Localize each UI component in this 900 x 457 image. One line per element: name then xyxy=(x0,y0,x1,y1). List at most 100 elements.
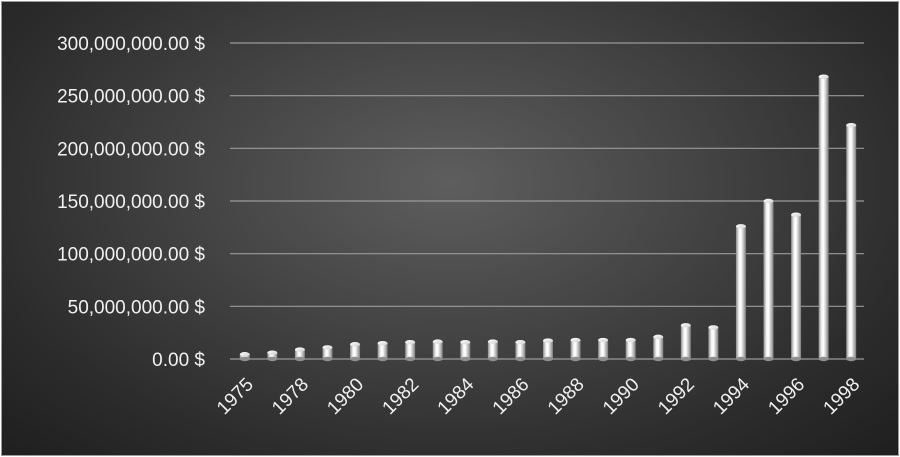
bar-cap xyxy=(846,122,857,128)
bar-cap xyxy=(708,325,719,330)
bar-body xyxy=(267,352,278,359)
x-tick-label: 1978 xyxy=(268,374,313,419)
y-tick-label: 50,000,000.00 $ xyxy=(68,297,206,318)
bar-base xyxy=(239,356,250,362)
bar-1996 xyxy=(791,212,802,362)
bar-body xyxy=(350,344,361,359)
bar-body xyxy=(405,342,416,359)
x-tick-label: 1998 xyxy=(820,374,865,419)
bar-1979 xyxy=(322,345,333,362)
x-tick-label: 1992 xyxy=(654,374,699,419)
bar-1986 xyxy=(515,339,526,362)
bar-cap xyxy=(405,339,416,345)
bar-cap xyxy=(487,339,498,344)
bar-1989 xyxy=(598,337,609,362)
bar-body xyxy=(570,340,581,359)
x-tick-label: 1986 xyxy=(489,374,534,419)
x-tick-label: 1996 xyxy=(764,374,809,419)
gridlines xyxy=(230,42,864,360)
bar-1992 xyxy=(680,323,691,362)
bar-base xyxy=(598,356,609,362)
bar-cap xyxy=(735,224,746,229)
bar-base xyxy=(653,356,664,362)
bar-body xyxy=(735,226,746,359)
bar-base xyxy=(377,356,388,362)
bar-cap xyxy=(267,350,278,355)
bar-cap xyxy=(653,334,664,340)
bar-1987 xyxy=(543,338,553,362)
bar-body xyxy=(763,201,774,359)
bar-base xyxy=(432,356,443,362)
bar-body xyxy=(487,341,498,359)
bar-1982 xyxy=(405,339,416,362)
bar-body xyxy=(543,340,553,359)
bar-base xyxy=(570,356,581,362)
bar-1983 xyxy=(432,339,443,362)
bar-cap xyxy=(460,339,471,345)
bar-1985 xyxy=(487,339,498,362)
bar-base xyxy=(515,356,526,362)
bar-1980 xyxy=(350,342,361,362)
x-tick-label: 1982 xyxy=(379,374,424,419)
bar-cap xyxy=(763,198,774,204)
bar-body xyxy=(432,341,443,359)
bar-base xyxy=(846,356,857,362)
bar-base xyxy=(625,356,636,362)
bar-1977 xyxy=(267,350,278,362)
bar-base xyxy=(487,356,498,362)
bar-cap xyxy=(239,352,250,357)
bar-base xyxy=(791,356,802,362)
bar-body xyxy=(791,214,802,359)
bar-body xyxy=(294,349,305,359)
bar-base xyxy=(322,356,333,362)
bar-body xyxy=(460,342,471,359)
bar-cap xyxy=(294,347,305,352)
bar-base xyxy=(294,356,305,362)
bar-base xyxy=(735,356,746,362)
bar-cap xyxy=(570,337,581,343)
bar-body xyxy=(708,327,719,359)
bar-1975 xyxy=(239,352,250,362)
bar-1990 xyxy=(625,337,636,362)
bar-1993 xyxy=(708,325,719,362)
bar-cap xyxy=(377,341,388,346)
bar-1978 xyxy=(294,347,305,362)
bar-body xyxy=(239,354,250,359)
bar-base xyxy=(543,356,553,362)
x-tick-label: 1990 xyxy=(599,374,644,419)
bar-body xyxy=(322,347,333,359)
x-tick-label: 1988 xyxy=(544,374,589,419)
bar-base xyxy=(267,356,278,362)
x-tick-label: 1984 xyxy=(434,374,479,419)
y-axis-tick-labels: 0.00 $ 50,000,000.00 $ 100,000,000.00 $ 150… xyxy=(57,34,205,371)
bar-1981 xyxy=(377,341,388,362)
bar-body xyxy=(377,343,388,359)
y-tick-label: 100,000,000.00 $ xyxy=(57,245,205,266)
bar-1995 xyxy=(763,198,774,362)
bar-1991 xyxy=(653,334,664,362)
bar-body xyxy=(515,342,526,359)
y-tick-label: 200,000,000.00 $ xyxy=(57,139,205,160)
bar-body xyxy=(598,340,609,359)
bar-body xyxy=(653,336,664,359)
y-tick-label: 150,000,000.00 $ xyxy=(57,192,205,213)
bar-body xyxy=(625,340,636,359)
bar-base xyxy=(405,356,416,362)
bar-cap xyxy=(432,339,443,344)
bar-1988 xyxy=(570,337,581,362)
bar-body xyxy=(846,125,857,359)
bar-cap xyxy=(625,337,636,343)
bar-cap xyxy=(515,339,526,345)
bar-1998 xyxy=(846,122,857,362)
bar-cap xyxy=(543,338,553,343)
x-tick-label: 1975 xyxy=(213,374,258,419)
x-tick-label: 1994 xyxy=(709,374,754,419)
y-tick-label: 250,000,000.00 $ xyxy=(57,87,205,108)
bar-cap xyxy=(350,342,361,347)
y-tick-label: 0.00 $ xyxy=(152,350,205,371)
bars xyxy=(239,74,857,362)
x-tick-label: 1980 xyxy=(323,374,368,419)
bar-cap xyxy=(818,74,829,79)
